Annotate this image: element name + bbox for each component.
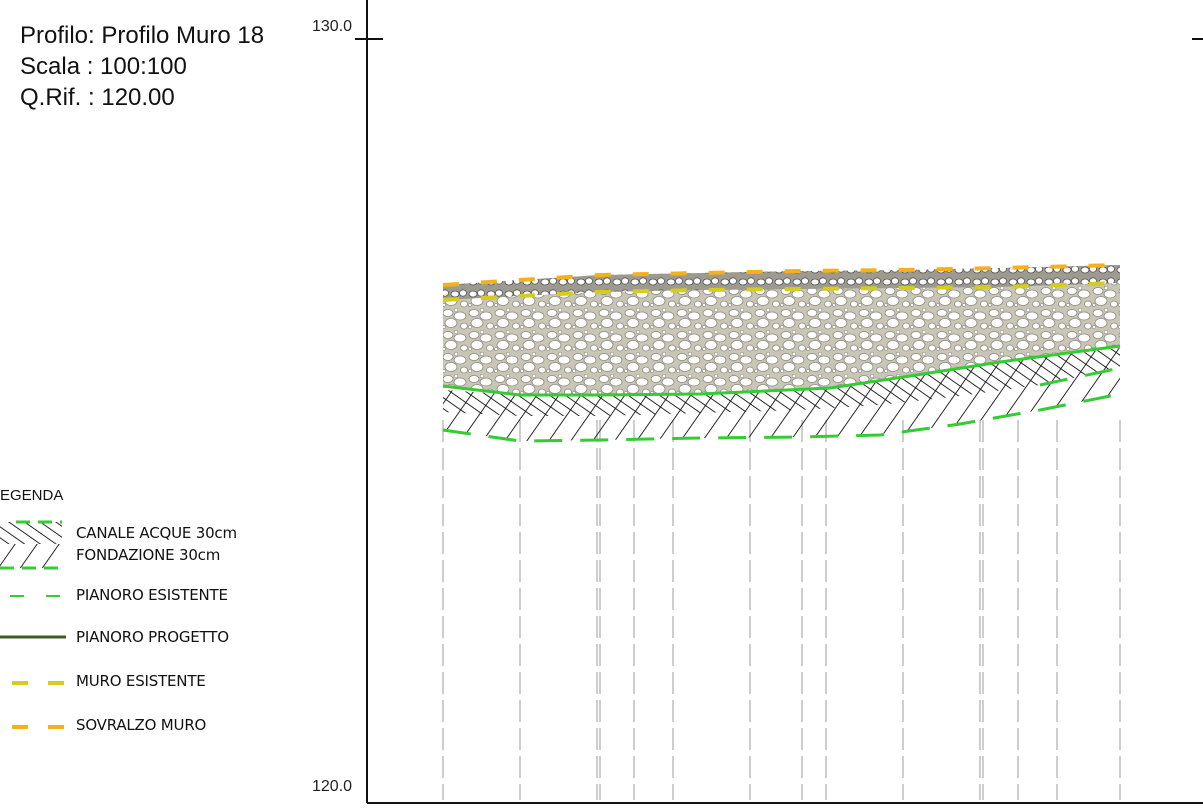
axis-top-label: 130.0 <box>312 18 353 35</box>
pianoro-esistente-line <box>442 392 1121 443</box>
profile-info: Profilo: Profilo Muro 18 Scala : 100:100… <box>20 20 264 113</box>
legend-item-sovralzo-muro: SOVRALZO MURO <box>76 716 207 734</box>
legend-item-pianoro-esistente: PIANORO ESISTENTE <box>76 586 228 604</box>
muro-esistente-line <box>442 281 1121 302</box>
wall-crown <box>443 265 1120 300</box>
legend-item-canale-acque: CANALE ACQUE 30cm <box>76 524 237 542</box>
profile-title: Profilo: Profilo Muro 18 <box>20 22 265 49</box>
reference-label: Q.Rif. : 120.00 <box>20 84 175 111</box>
channel-edge-line <box>1039 366 1121 387</box>
channel-hatch <box>443 348 1120 416</box>
scale-label: Scala : 100:100 <box>20 53 187 80</box>
legend-item-muro-esistente: MURO ESISTENTE <box>76 672 206 690</box>
axis-bottom-label: 120.0 <box>312 778 353 795</box>
sovralzo-muro-line <box>442 263 1121 287</box>
legend-title: EGENDA <box>0 487 64 504</box>
pianoro-progetto-line <box>442 344 1121 397</box>
legend-symbols <box>0 520 66 729</box>
legend: EGENDA CANALE ACQUE 30cm FONDAZIONE 30cm… <box>0 484 300 744</box>
vertical-guides <box>442 420 1121 800</box>
wall-body <box>443 265 1120 395</box>
legend-item-fondazione: FONDAZIONE 30cm <box>76 546 221 564</box>
legend-item-pianoro-progetto: PIANORO PROGETTO <box>76 628 229 646</box>
